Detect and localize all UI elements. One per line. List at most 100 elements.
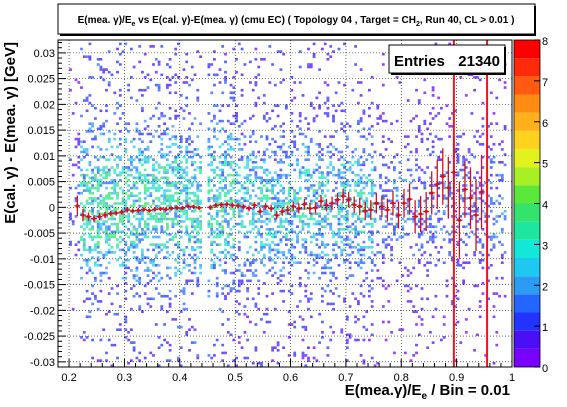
heatmap-cell (370, 258, 374, 262)
heatmap-cell (285, 217, 288, 221)
heatmap-cell (130, 173, 133, 177)
heatmap-cell (368, 153, 371, 156)
heatmap-cell (340, 328, 344, 331)
heatmap-cell (160, 305, 164, 308)
heatmap-cell (127, 246, 130, 249)
heatmap-cell (304, 248, 308, 252)
heatmap-cell (105, 225, 108, 228)
heatmap-cell (287, 271, 291, 275)
profile-point (129, 208, 136, 214)
heatmap-cell (304, 171, 308, 174)
heatmap-cell (88, 202, 92, 205)
profile-marker (341, 194, 345, 198)
heatmap-cell (437, 181, 441, 185)
heatmap-cell (102, 166, 106, 169)
color-scale-swatch (514, 167, 540, 186)
heatmap-cell (487, 279, 490, 283)
heatmap-cell (116, 166, 119, 169)
profile-marker (463, 187, 467, 191)
heatmap-cell (431, 194, 435, 198)
heatmap-cell (492, 155, 496, 159)
heatmap-cell (226, 240, 230, 244)
heatmap-cell (323, 217, 327, 221)
heatmap-cell (135, 176, 139, 180)
heatmap-cell (257, 202, 261, 205)
heatmap-cell (157, 86, 161, 89)
heatmap-cell (348, 333, 352, 337)
heatmap-cell (429, 217, 432, 221)
heatmap-cell (426, 127, 429, 131)
heatmap-cell (332, 189, 335, 192)
heatmap-cell (88, 189, 92, 192)
heatmap-cell (251, 184, 255, 187)
heatmap-cell (492, 361, 496, 365)
heatmap-cell (179, 325, 183, 329)
heatmap-cell (157, 179, 161, 182)
heatmap-cell (459, 76, 463, 79)
heatmap-cell (370, 168, 374, 172)
heatmap-cell (357, 302, 360, 306)
heatmap-cell (174, 294, 178, 298)
heatmap-cell (105, 238, 108, 241)
heatmap-cell (102, 197, 106, 200)
heatmap-cell (354, 338, 357, 342)
heatmap-cell (268, 269, 272, 272)
heatmap-cell (207, 189, 211, 192)
profile-marker (391, 201, 395, 205)
heatmap-cell (279, 50, 283, 53)
heatmap-cell (462, 158, 465, 161)
heatmap-cell (80, 145, 83, 149)
heatmap-cell (135, 199, 139, 203)
heatmap-cell (254, 225, 258, 228)
heatmap-cell (276, 341, 280, 344)
heatmap-cell (190, 140, 194, 143)
heatmap-cell (196, 225, 200, 228)
heatmap-cell (348, 199, 352, 203)
heatmap-cell (146, 179, 150, 182)
heatmap-cell (105, 230, 108, 234)
heatmap-cell (118, 104, 122, 107)
heatmap-cell (127, 197, 130, 200)
heatmap-cell (226, 135, 230, 138)
heatmap-cell (160, 155, 164, 159)
heatmap-cell (318, 204, 321, 208)
heatmap-cell (279, 161, 283, 164)
heatmap-cell (323, 220, 327, 223)
heatmap-cell (77, 191, 81, 195)
heatmap-cell (357, 179, 360, 182)
heatmap-cell (489, 186, 493, 190)
y-tick-label: -0.015 (24, 280, 55, 292)
heatmap-cell (321, 181, 324, 185)
heatmap-cell (415, 284, 418, 288)
heatmap-cell (279, 184, 283, 187)
heatmap-cell (282, 266, 285, 270)
heatmap-cell (196, 197, 200, 200)
heatmap-cell (273, 202, 277, 205)
heatmap-cell (376, 117, 380, 120)
heatmap-cell (478, 315, 482, 319)
heatmap-cell (262, 253, 266, 257)
heatmap-cell (395, 76, 399, 79)
heatmap-cell (154, 186, 158, 190)
heatmap-cell (113, 171, 117, 174)
heatmap-cell (412, 354, 416, 357)
heatmap-cell (451, 112, 454, 115)
heatmap-cell (99, 155, 103, 159)
heatmap-cell (152, 168, 155, 172)
heatmap-cell (345, 168, 349, 172)
heatmap-cell (240, 132, 244, 136)
heatmap-cell (445, 197, 449, 200)
heatmap-cell (107, 130, 111, 133)
heatmap-cell (262, 197, 266, 200)
heatmap-cell (359, 194, 363, 198)
heatmap-cell (143, 148, 147, 151)
heatmap-cell (88, 76, 92, 79)
heatmap-cell (141, 88, 144, 92)
heatmap-cell (113, 186, 117, 190)
heatmap-cell (420, 287, 424, 290)
heatmap-cell (82, 246, 86, 249)
heatmap-cell (235, 356, 238, 360)
heatmap-cell (166, 274, 169, 277)
heatmap-cell (146, 282, 150, 285)
heatmap-cell (157, 199, 161, 203)
